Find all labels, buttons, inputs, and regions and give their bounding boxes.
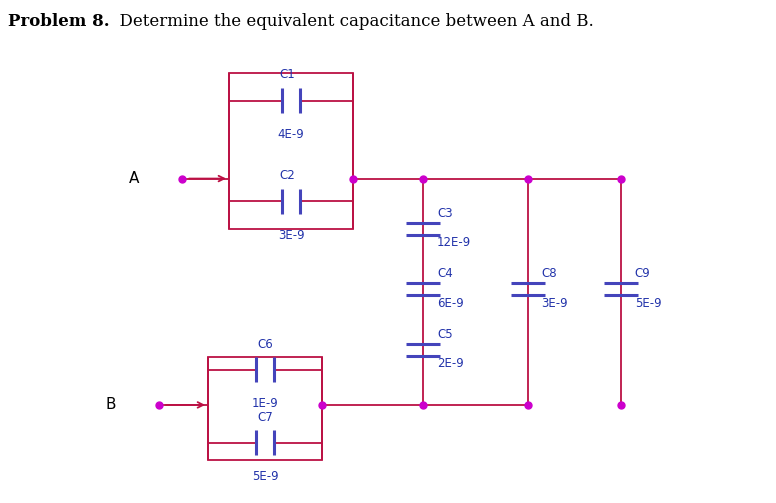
- Bar: [208, 357, 322, 460]
- Text: Problem 8.: Problem 8.: [8, 13, 109, 30]
- Text: C3: C3: [437, 207, 452, 220]
- Text: C4: C4: [437, 267, 452, 280]
- Bar: [229, 73, 353, 229]
- Text: 5E-9: 5E-9: [251, 470, 279, 483]
- Text: C1: C1: [279, 68, 295, 81]
- Text: 2E-9: 2E-9: [437, 357, 463, 370]
- Text: B: B: [106, 397, 116, 412]
- Text: 6E-9: 6E-9: [437, 297, 463, 310]
- Text: A: A: [130, 171, 140, 186]
- Text: 12E-9: 12E-9: [437, 236, 471, 249]
- Text: C2: C2: [279, 169, 295, 182]
- Text: 3E-9: 3E-9: [542, 297, 568, 310]
- Text: 1E-9: 1E-9: [251, 397, 279, 410]
- Text: C7: C7: [257, 410, 273, 424]
- Text: 4E-9: 4E-9: [278, 128, 304, 141]
- Text: 3E-9: 3E-9: [278, 229, 304, 242]
- Text: C5: C5: [437, 327, 452, 341]
- Text: C6: C6: [257, 338, 273, 351]
- Text: C9: C9: [635, 267, 650, 280]
- Text: C8: C8: [542, 267, 557, 280]
- Text: 5E-9: 5E-9: [635, 297, 661, 310]
- Text: Determine the equivalent capacitance between A and B.: Determine the equivalent capacitance bet…: [109, 13, 594, 30]
